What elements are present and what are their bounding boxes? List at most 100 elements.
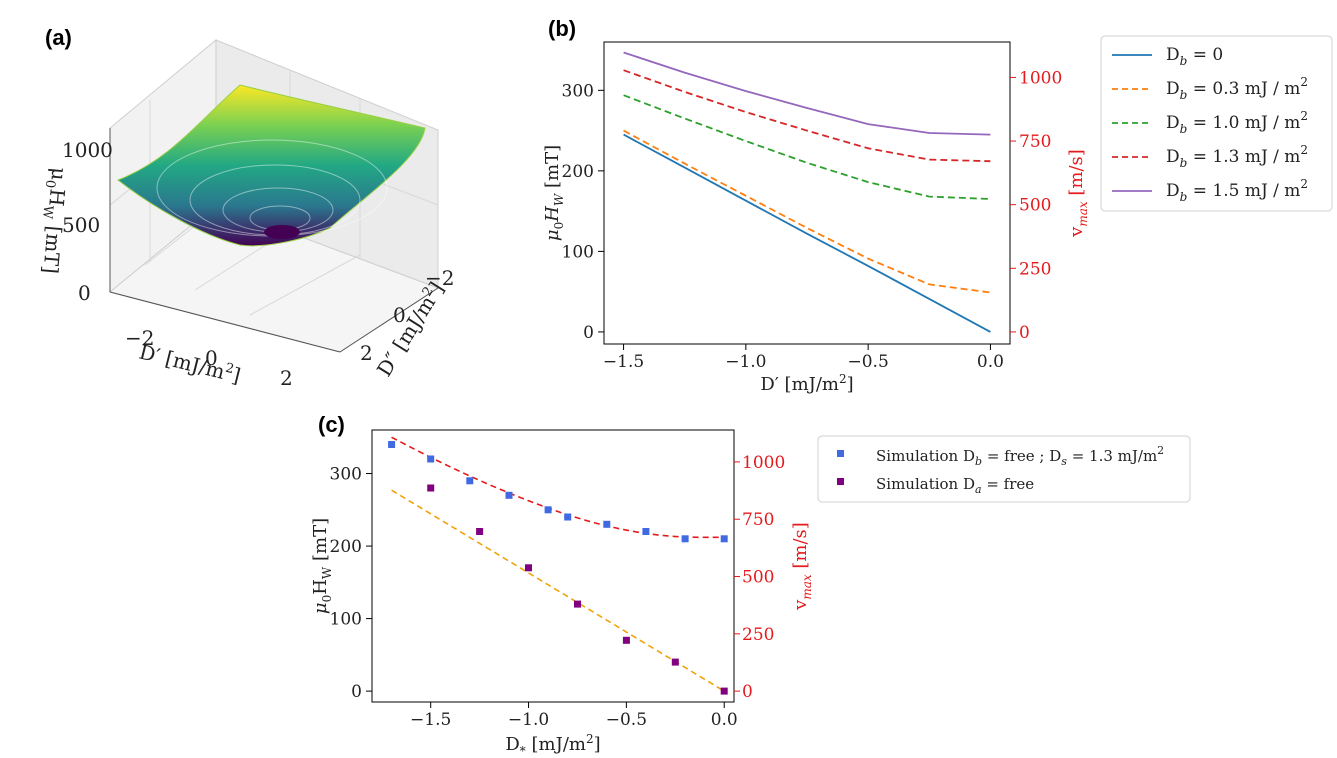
scatter-point-c-0 <box>505 491 513 499</box>
surface-minimum <box>264 225 300 239</box>
z-tick: 500 <box>62 213 100 237</box>
series-line-b-4 <box>623 51 991 136</box>
y2-axis-label-c: vmax [m/s] <box>790 522 814 611</box>
y2-ticks-b: 0 250 500 750 1000 <box>1010 68 1062 343</box>
y2-tick-label-b: 750 <box>1019 132 1051 152</box>
x-tick: 0 <box>205 346 218 370</box>
x-axis-label-c: D* [mJ/m2] <box>505 732 600 758</box>
y-tick-label-c: 300 <box>330 465 362 485</box>
panel-c-scatter-chart: −1.5 −1.0 −0.5 0.0 0 100 200 300 0 250 500 750 100… <box>310 429 1191 758</box>
plot-frame-b <box>603 41 1011 345</box>
scatter-point-c-0 <box>388 441 396 448</box>
y2-tick-label-c: 1000 <box>742 453 785 473</box>
z-tick: 1000 <box>62 138 113 162</box>
panel-a-3d-surface: 1000 500 0 μ0HW [mT] −2 0 2 D′ [mJ/m2] −… <box>34 38 454 390</box>
x-tick-label-c: −0.5 <box>606 710 647 730</box>
legend-entries-c: Simulation Db = free ; Ds = 1.3 mJ/m2 Sim… <box>837 444 1164 496</box>
y-tick: 2 <box>360 341 373 365</box>
y-tick-label-c: 200 <box>330 537 362 557</box>
y2-ticks-c: 0 250 500 750 1000 <box>734 453 785 702</box>
y2-tick-label-b: 0 <box>1019 323 1030 343</box>
series-group-b <box>623 51 991 333</box>
panel-label-c: (c) <box>318 412 345 437</box>
fit-line-c-0 <box>390 436 726 539</box>
y2-tick-label-c: 750 <box>742 510 774 530</box>
legend-label-b: Db = 1.3 mJ / m2 <box>1166 143 1308 170</box>
x-tick-label-b: −1.5 <box>603 352 644 372</box>
panel-label-b: (b) <box>548 16 576 41</box>
legend-label-b: Db = 0.3 mJ / m2 <box>1166 75 1308 102</box>
scatter-point-c-1 <box>720 687 728 695</box>
scatter-point-c-0 <box>466 477 474 485</box>
scatter-point-c-0 <box>681 535 689 543</box>
series-group-c <box>388 436 728 695</box>
plot-frame-c <box>371 429 735 703</box>
x-tick: 2 <box>280 366 293 390</box>
legend-c <box>817 435 1191 503</box>
surface <box>116 84 426 247</box>
z-axis-label: μ0HW [mT] <box>34 166 71 274</box>
y-tick-label-c: 0 <box>351 682 362 702</box>
x-ticks-c: −1.5 −1.0 −0.5 0.0 <box>410 702 738 730</box>
y-tick-label-b: 100 <box>562 242 594 262</box>
legend-label-c: Simulation Db = free ; Ds = 1.3 mJ/m2 <box>876 444 1164 468</box>
y2-tick-label-c: 250 <box>742 625 774 645</box>
x-tick-label-c: −1.0 <box>508 710 549 730</box>
scatter-point-c-0 <box>544 506 552 514</box>
panel-label-a: (a) <box>45 25 72 50</box>
scatter-point-c-1 <box>671 658 679 666</box>
legend-label-b: Db = 1.0 mJ / m2 <box>1166 109 1308 136</box>
scatter-point-c-0 <box>427 455 435 463</box>
y2-tick-label-c: 500 <box>742 568 774 588</box>
y-tick-label-b: 0 <box>583 323 594 343</box>
x-tick-label-b: −0.5 <box>848 352 889 372</box>
y2-tick-label-c: 0 <box>742 682 753 702</box>
x-tick-label-b: −1.0 <box>725 352 766 372</box>
x-tick-label-b: 0.0 <box>977 352 1004 372</box>
y-tick-label-c: 100 <box>330 610 362 630</box>
scatter-point-c-1 <box>427 484 435 492</box>
scatter-point-c-1 <box>622 636 630 644</box>
panel-b-line-chart: −1.5 −1.0 −0.5 0.0 0 100 200 300 0 250 500 750 100… <box>542 35 1333 395</box>
x-tick-label-c: −1.5 <box>410 710 451 730</box>
legend-b <box>1100 35 1333 212</box>
y-tick: 0 <box>393 303 406 327</box>
y-axis-label-b: μ0HW [mT] <box>542 145 566 241</box>
series-line-b-3 <box>623 69 991 163</box>
x-axis-label: D′ [mJ/m2] <box>137 340 243 388</box>
x-ticks-b: −1.5 −1.0 −0.5 0.0 <box>603 344 1004 372</box>
scatter-point-c-0 <box>603 520 611 528</box>
scatter-point-c-0 <box>720 535 728 543</box>
legend-label-b: Db = 0 <box>1166 45 1223 68</box>
y2-tick-label-b: 1000 <box>1019 68 1062 88</box>
z-tick: 0 <box>78 281 91 305</box>
y2-tick-label-b: 500 <box>1019 196 1051 216</box>
y2-tick-label-b: 250 <box>1019 259 1051 279</box>
x-axis-line <box>109 291 341 353</box>
legend-marker-c <box>837 478 844 485</box>
y-tick-label-b: 200 <box>562 162 594 182</box>
fit-line-c-1 <box>391 489 725 692</box>
y-axis-label-c: μ0HW [mT] <box>310 518 334 614</box>
y-ticks-b: 0 100 200 300 <box>562 81 604 343</box>
y-ticks-c: 0 100 200 300 <box>330 465 372 702</box>
series-line-b-2 <box>623 94 991 200</box>
y2-axis-label-b: vmax [m/s] <box>1066 149 1090 238</box>
x-tick: −2 <box>125 326 154 350</box>
x-axis-label-b: D′ [mJ/m2] <box>760 372 853 395</box>
legend-entries-b: Db = 0 Db = 0.3 mJ / m2 Db = 1.0 mJ / m2 Db… <box>1112 45 1308 204</box>
legend-marker-c <box>837 450 844 457</box>
y-axis-line <box>339 287 439 353</box>
x-tick-label-c: 0.0 <box>711 710 738 730</box>
series-line-b-0 <box>623 133 991 333</box>
scatter-point-c-0 <box>642 528 650 535</box>
legend-label-c: Simulation Da = free <box>876 475 1034 496</box>
scatter-point-c-1 <box>574 600 581 608</box>
legend-label-b: Db = 1.5 mJ / m2 <box>1166 177 1308 204</box>
scatter-point-c-1 <box>476 528 484 535</box>
scatter-point-c-0 <box>564 513 572 521</box>
scatter-point-c-1 <box>525 564 532 572</box>
y-tick-label-b: 300 <box>562 81 594 101</box>
series-line-b-1 <box>623 129 991 294</box>
